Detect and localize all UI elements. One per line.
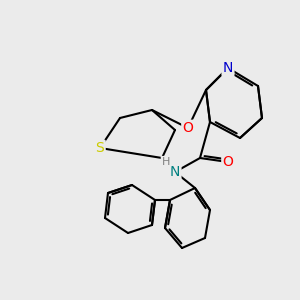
Text: H: H [162,157,170,167]
Text: N: N [170,165,180,179]
Text: N: N [223,61,233,75]
Text: O: O [223,155,233,169]
Text: S: S [96,141,104,155]
Text: O: O [183,121,194,135]
